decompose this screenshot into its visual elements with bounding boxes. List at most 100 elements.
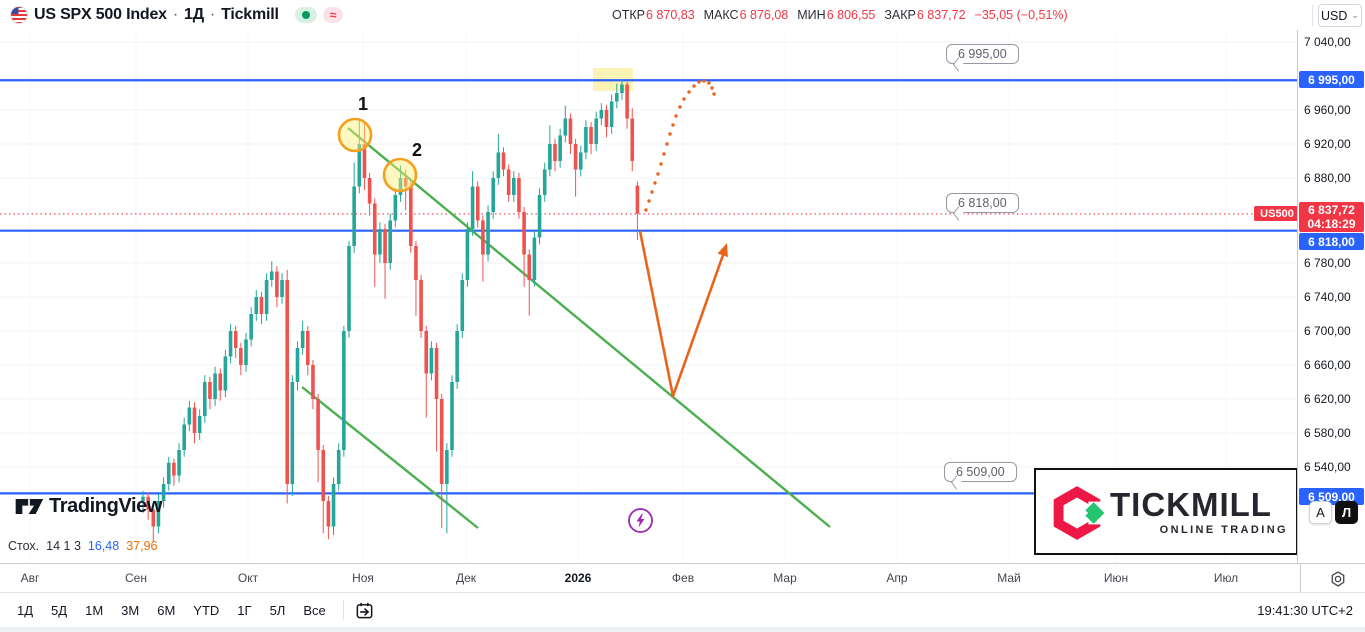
low-value: 6 806,55	[826, 8, 876, 22]
candlestick-series	[141, 79, 640, 542]
delayed-data-badge[interactable]: ≈	[322, 7, 344, 23]
time-axis-label: Июн	[1103, 571, 1129, 585]
indicator-name: Стох.	[8, 539, 40, 553]
level-axis-label: 6 995,00	[1299, 71, 1364, 88]
stoch-k-value: 16,48	[87, 539, 120, 553]
symbol-name[interactable]: US SPX 500 Index	[34, 6, 167, 23]
range-button-3М[interactable]: 3М	[121, 602, 140, 618]
last-price-value: 6 837,72	[1308, 203, 1355, 217]
bar-countdown: 04:18:29	[1307, 217, 1356, 231]
price-note-6509[interactable]: 6 509,00	[944, 462, 1017, 482]
time-axis-label: Окт	[237, 571, 259, 585]
time-axis-label: Ноя	[352, 571, 374, 585]
range-switcher: 1Д 5Д 1М 3М 6М YTD 1Г 5Л Все	[8, 599, 335, 622]
tradingview-logo[interactable]: TradingView	[14, 494, 162, 519]
projection-dotted-arrow[interactable]	[644, 79, 716, 212]
range-button-Все[interactable]: Все	[303, 602, 326, 618]
marker-circle-2[interactable]	[382, 157, 418, 193]
market-status-badge[interactable]	[294, 7, 317, 23]
last-price-label: 6 837,72 04:18:29	[1299, 202, 1364, 232]
stoch-d-value: 37,96	[126, 539, 158, 553]
level-axis-label: 6 818,00	[1299, 233, 1364, 250]
price-tick-label: 6 740,00	[1304, 290, 1351, 304]
lightning-icon	[636, 513, 644, 527]
range-button-1Д[interactable]: 1Д	[17, 602, 34, 618]
range-button-1Г[interactable]: 1Г	[237, 602, 252, 618]
price-note-6995[interactable]: 6 995,00	[946, 44, 1019, 64]
close-value: 6 837,72	[916, 8, 966, 22]
event-lightning-marker[interactable]	[627, 507, 654, 539]
close-label: ЗАКР	[884, 8, 916, 22]
series-price-badge: US500	[1254, 206, 1300, 221]
clock-timezone[interactable]: 19:41:30 UTC+2	[1257, 602, 1353, 618]
low-label: МИН	[797, 8, 826, 22]
trendline-main-downtrend[interactable]	[347, 127, 831, 528]
chart-canvas[interactable]: 12	[0, 30, 1297, 563]
provider-label[interactable]: Tickmill	[221, 6, 279, 23]
price-tick-label: 6 780,00	[1304, 256, 1351, 270]
log-scale-button[interactable]: Л	[1335, 501, 1358, 524]
price-note-6818[interactable]: 6 818,00	[946, 193, 1019, 213]
range-button-1М[interactable]: 1М	[85, 602, 104, 618]
gear-icon[interactable]	[1326, 567, 1349, 590]
time-axis-label: Сен	[125, 571, 147, 585]
timeframe-label[interactable]: 1Д	[184, 6, 204, 23]
market-open-dot-icon	[301, 11, 310, 19]
tradingview-wordmark: TradingView	[49, 495, 163, 517]
chart-header: US SPX 500 Index · 1Д · Tickmill ≈ ОТКР6…	[0, 0, 1365, 30]
price-axis[interactable]: 6 837,72 04:18:29 А Л 7 040,00 6 960,00 6 …	[1297, 30, 1365, 563]
time-axis-label: Фев	[671, 571, 695, 585]
bottom-strip	[0, 627, 1365, 632]
approx-icon: ≈	[329, 8, 337, 22]
tickmill-mark-icon	[1053, 486, 1106, 540]
go-to-date-icon[interactable]	[352, 597, 378, 623]
time-axis-label: 2026	[564, 571, 592, 585]
range-button-5Д[interactable]: 5Д	[51, 602, 68, 618]
range-button-6М[interactable]: 6М	[157, 602, 176, 618]
trendline-secondary-downtrend[interactable]	[301, 386, 479, 529]
time-axis-label: Мар	[773, 571, 797, 585]
title-separator: ·	[209, 6, 216, 23]
change-value: −35,05 (−0,51%)	[974, 8, 1068, 22]
price-tick-label: 7 040,00	[1304, 35, 1351, 49]
time-axis-label: Май	[997, 571, 1021, 585]
stochastic-legend[interactable]: Стох. 14 1 3 16,48 37,96	[8, 539, 157, 553]
title-separator: ·	[172, 6, 179, 23]
open-label: ОТКР	[612, 8, 645, 22]
high-value: 6 876,08	[739, 8, 789, 22]
range-button-YTD[interactable]: YTD	[193, 602, 220, 618]
time-axis[interactable]: Авг Сен Окт Ноя Дек 2026 Фев Мар Апр Май Июн Июл	[0, 563, 1365, 593]
toolbar-divider	[342, 600, 344, 620]
symbol-title-row[interactable]: US SPX 500 Index · 1Д · Tickmill ≈	[10, 0, 344, 30]
auto-scale-button[interactable]: А	[1309, 501, 1332, 524]
price-tick-label: 6 540,00	[1304, 460, 1351, 474]
price-tick-label: 6 880,00	[1304, 171, 1351, 185]
time-axis-label: Апр	[886, 571, 908, 585]
high-label: МАКС	[703, 8, 739, 22]
price-tick-label: 6 660,00	[1304, 358, 1351, 372]
level-axis-label: 6 509,00	[1299, 488, 1364, 505]
tickmill-tagline: ONLINE TRADING	[1159, 524, 1288, 536]
arrowhead-icon	[717, 243, 728, 258]
time-axis-label: Июл	[1213, 571, 1239, 585]
time-axis-label: Дек	[455, 571, 477, 585]
range-button-5Л[interactable]: 5Л	[269, 602, 286, 618]
marker-number-2: 2	[412, 140, 422, 160]
header-divider	[1312, 5, 1313, 26]
marker-number-1: 1	[358, 94, 368, 114]
tradingview-mark-icon	[15, 499, 44, 514]
tickmill-wordmark: TICKMILL	[1110, 486, 1272, 523]
currency-value: USD	[1321, 8, 1348, 23]
currency-dropdown[interactable]: USD ⌄	[1318, 4, 1362, 27]
indicator-params: 14 1 3	[46, 539, 81, 553]
open-value: 6 870,83	[645, 8, 695, 22]
price-tick-label: 6 960,00	[1304, 103, 1351, 117]
bottom-toolbar: 1Д 5Д 1М 3М 6М YTD 1Г 5Л Все 19:41:30 UTC+2	[0, 592, 1365, 627]
price-tick-label: 6 580,00	[1304, 426, 1351, 440]
v-shape-arrow[interactable]	[638, 230, 728, 398]
marker-circle-1[interactable]	[337, 117, 373, 153]
axis-divider	[1300, 564, 1301, 593]
chevron-down-icon: ⌄	[1351, 10, 1359, 20]
us-flag-icon	[10, 6, 28, 24]
